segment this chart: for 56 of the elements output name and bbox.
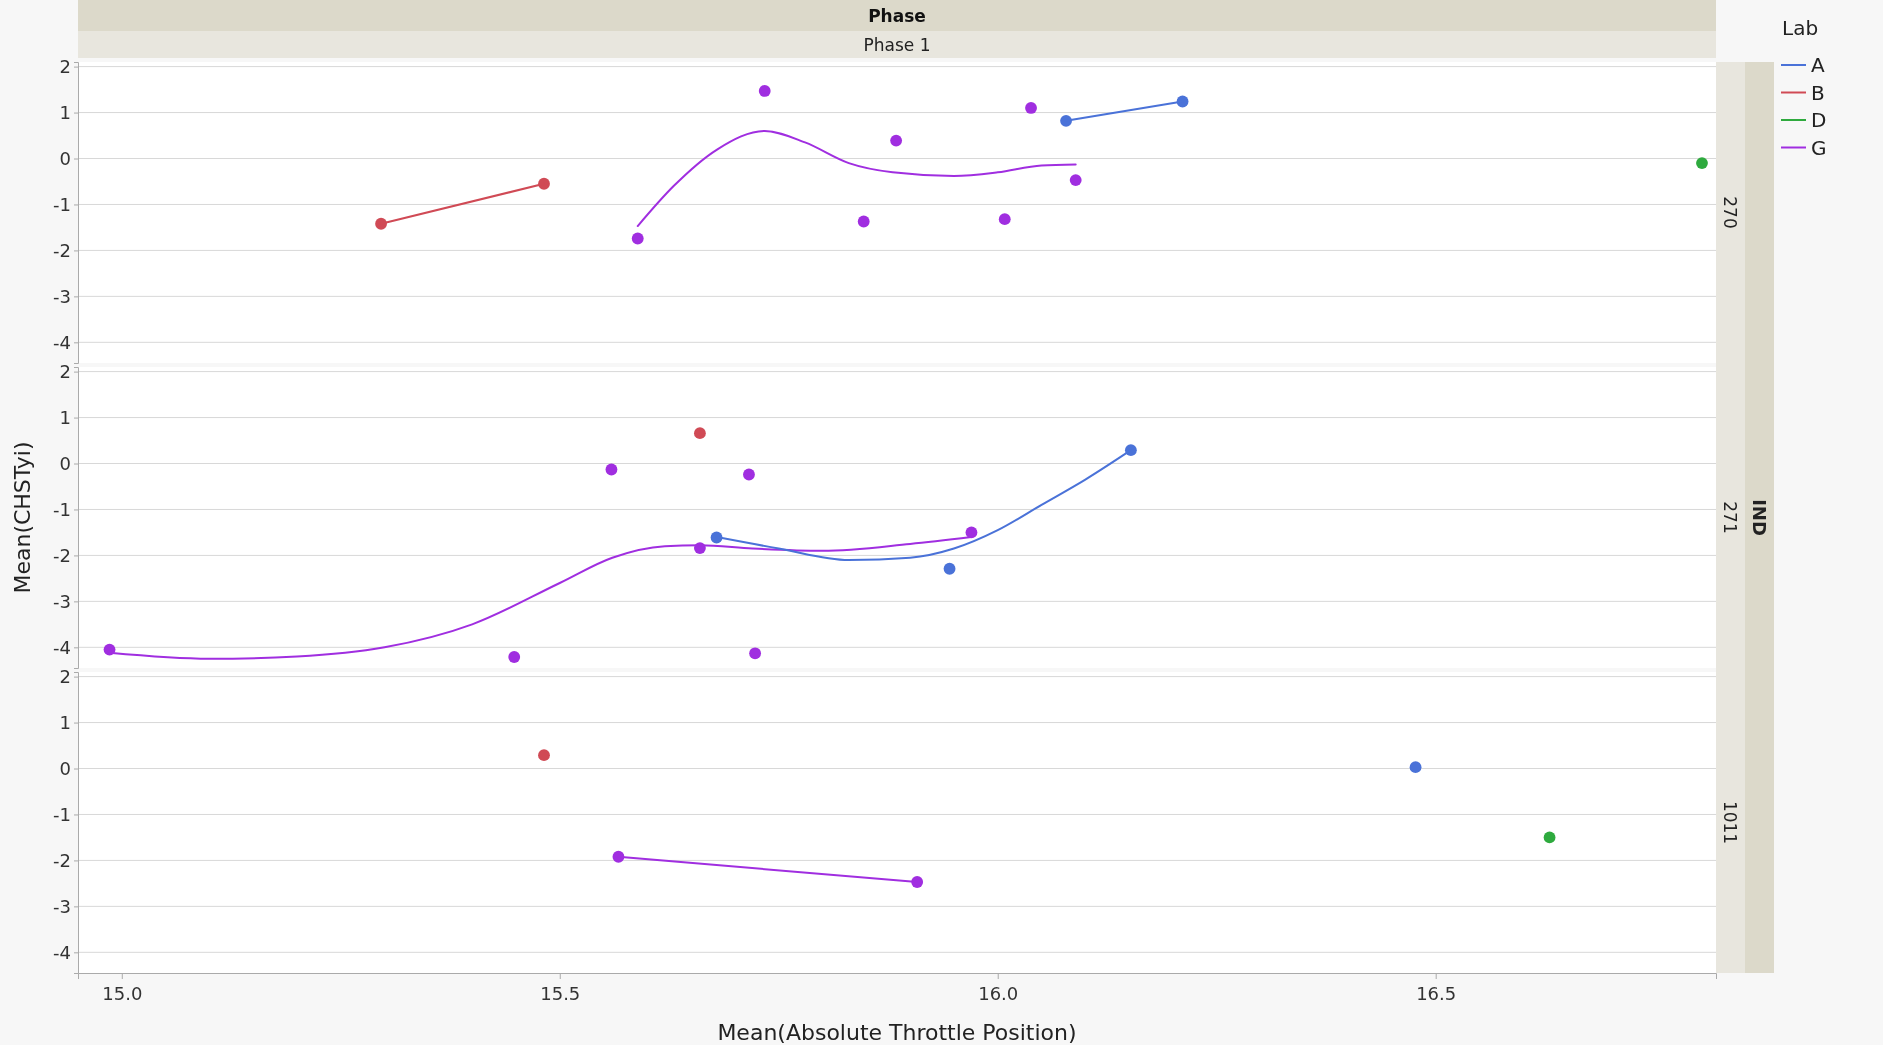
line-series — [636, 129, 1077, 228]
y-tick-label: 2 — [59, 360, 71, 382]
point — [605, 463, 618, 476]
legend-label: A — [1811, 53, 1825, 77]
x-axis-title: Mean(Absolute Throttle Position) — [717, 1020, 1077, 1045]
y-tick-label: -1 — [53, 498, 71, 520]
point — [1543, 831, 1556, 844]
y-axis-title: Mean(CHSTyi) — [10, 441, 35, 594]
point — [1696, 157, 1708, 169]
legend-label: G — [1811, 135, 1827, 160]
legend-title: Lab — [1782, 16, 1819, 40]
y-tick-label: -3 — [53, 285, 71, 307]
legend-label: D — [1811, 108, 1827, 132]
y-tick-label: -2 — [53, 849, 71, 871]
point — [743, 468, 755, 481]
text: IND — [1748, 499, 1770, 536]
y-tick-label: -3 — [53, 895, 71, 917]
point — [631, 232, 644, 245]
x-tick-label: 16.5 — [1416, 983, 1457, 1004]
point — [749, 647, 762, 660]
y-tick-label: 0 — [59, 452, 71, 474]
y-tick-label: -2 — [53, 544, 71, 566]
y-tick-label: -4 — [53, 941, 71, 963]
point — [1069, 174, 1082, 187]
legend-label: B — [1811, 80, 1825, 105]
point — [538, 749, 550, 762]
text: 270 — [1720, 196, 1741, 229]
y-tick-label: -3 — [53, 590, 71, 612]
point — [508, 651, 521, 663]
x-tick-label: 16.0 — [978, 983, 1019, 1004]
y-tick-label: 1 — [59, 101, 71, 123]
point — [998, 213, 1011, 226]
y-tick-label: -4 — [53, 331, 71, 353]
point — [694, 427, 706, 440]
chart-subtitle: Phase 1 — [863, 35, 931, 55]
point — [890, 134, 903, 147]
text: 271 — [1720, 501, 1741, 534]
point — [1409, 761, 1422, 774]
y-tick-label: 2 — [59, 665, 71, 687]
point — [1025, 102, 1037, 114]
text: 1011 — [1720, 800, 1741, 845]
y-tick-label: -4 — [53, 636, 71, 658]
y-tick-label: 0 — [59, 757, 71, 779]
point — [857, 215, 870, 228]
y-tick-label: 1 — [59, 711, 71, 733]
x-tick-label: 15.0 — [102, 983, 143, 1004]
y-tick-label: -1 — [53, 193, 71, 215]
point — [943, 562, 956, 575]
x-tick-label: 15.5 — [540, 983, 581, 1004]
y-tick-label: 0 — [59, 147, 71, 169]
y-tick-label: -1 — [53, 803, 71, 825]
y-tick-label: 1 — [59, 406, 71, 428]
y-tick-label: -2 — [53, 239, 71, 261]
y-tick-label: 2 — [59, 55, 71, 77]
chart-title: Phase — [868, 6, 926, 26]
point — [758, 85, 771, 97]
